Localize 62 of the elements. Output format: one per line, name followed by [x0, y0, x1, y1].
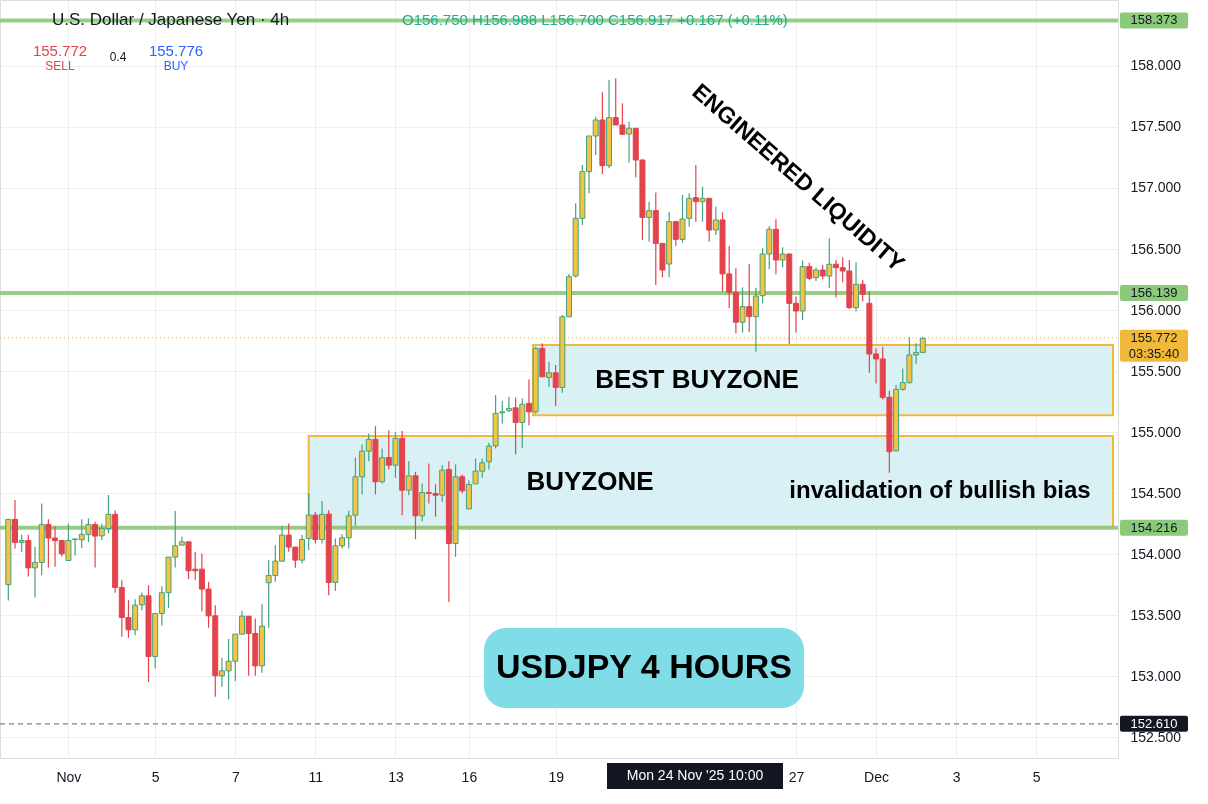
candlestick: [12, 499, 19, 550]
x-tick-label: 19: [548, 768, 565, 785]
band-label: BUYZONE: [526, 465, 654, 496]
x-tick-label: 11: [308, 768, 324, 785]
candlestick: [65, 523, 72, 562]
candlestick: [525, 379, 532, 426]
x-tick-label: 3: [952, 768, 961, 785]
y-tick-label: 157.000: [1130, 179, 1182, 196]
candlestick: [626, 121, 633, 164]
text: Mon 24 Nov '25 10:00: [626, 767, 764, 783]
ref-line-label: 152.610: [1130, 715, 1178, 731]
annotation: invalidation of bullish bias: [789, 476, 1091, 503]
candlestick: [505, 396, 512, 413]
candlestick: [299, 534, 306, 565]
annotation: 0.4: [109, 50, 127, 64]
candlestick: [459, 473, 466, 495]
x-tick-label: 5: [151, 768, 160, 785]
y-tick-label: 156.500: [1130, 240, 1182, 257]
candlestick: [712, 206, 719, 236]
annotation: BUY: [163, 59, 189, 73]
y-tick-label: 155.500: [1130, 362, 1182, 379]
candlestick: [92, 521, 99, 569]
ref-line-label: 155.772 03:35:40: [1128, 329, 1180, 361]
candlestick: [552, 364, 559, 407]
candlestick: [672, 220, 679, 247]
y-tick-label: 154.500: [1130, 484, 1182, 501]
x-tick-label: 13: [388, 768, 404, 785]
x-tick-label: 7: [231, 768, 240, 785]
y-tick-label: 153.500: [1130, 606, 1182, 623]
x-tick-label: Dec: [864, 768, 889, 785]
x-tick-label: Nov: [56, 768, 82, 785]
y-tick-label: 152.500: [1130, 728, 1182, 745]
ref-line-label: 154.216: [1130, 519, 1178, 535]
band-label: BEST BUYZONE: [595, 364, 799, 395]
y-tick-label: 154.000: [1130, 545, 1182, 562]
candlestick: [746, 263, 753, 333]
x-tick-label: 27: [788, 768, 805, 785]
candlestick: [545, 361, 552, 388]
candlestick: [512, 396, 519, 456]
x-tick-label: 16: [461, 768, 478, 785]
candlestick: [859, 279, 866, 303]
candlestick: [419, 482, 426, 522]
annotation: O156.750 H156.988 L156.700 C156.917 +0.167 (+0.11%): [402, 11, 788, 28]
y-tick-label: 153.000: [1130, 667, 1182, 684]
x-tick-label: 5: [1032, 768, 1041, 785]
candlestick: [739, 286, 746, 334]
ref-line-label: 158.373: [1130, 12, 1178, 28]
annotation: SELL: [45, 59, 75, 73]
y-tick-label: 157.500: [1130, 118, 1182, 135]
y-tick-label: 155.000: [1130, 423, 1182, 440]
text: U.S. Dollar / Japanese Yen · 4h: [52, 10, 290, 29]
candlestick: [779, 246, 786, 268]
annotation: 155.776: [148, 42, 204, 59]
annotation: 155.772: [32, 42, 88, 59]
y-tick-label: 158.000: [1130, 57, 1182, 74]
y-tick-label: 156.000: [1130, 301, 1182, 318]
ref-line-label: 156.139: [1130, 285, 1178, 301]
annotation: USDJPY 4 HOURS: [495, 647, 793, 685]
candlestick: [646, 201, 653, 243]
candlestick: [385, 429, 392, 471]
candlestick: [499, 400, 506, 425]
candlestick: [405, 460, 412, 496]
